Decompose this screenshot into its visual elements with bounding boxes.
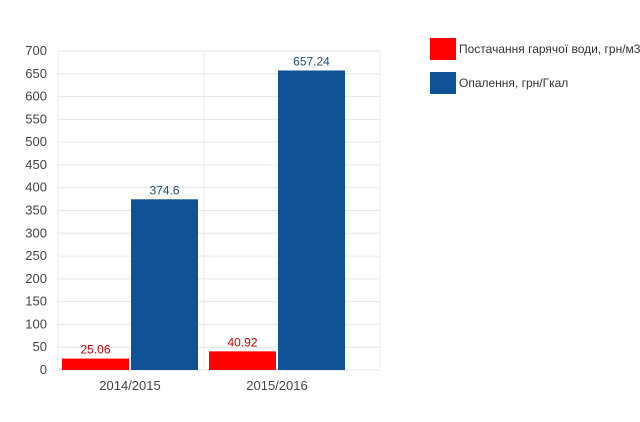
- x-tick-label: 2014/2015: [99, 378, 160, 393]
- y-tick-label: 550: [25, 111, 47, 126]
- y-tick-label: 250: [25, 248, 47, 263]
- y-axis-ticks: 0 50 100 150 200 250 300 350 400 450 500 550 600 650 7…: [25, 43, 47, 377]
- y-tick-label: 400: [25, 180, 47, 195]
- y-tick-label: 350: [25, 203, 47, 218]
- legend-label-heating: Опалення, грн/Гкал: [459, 76, 569, 90]
- y-tick-label: 500: [25, 134, 47, 149]
- y-tick-label: 200: [25, 271, 47, 286]
- legend-swatch-hot-water: [430, 38, 456, 60]
- y-tick-label: 650: [25, 66, 47, 81]
- data-label: 40.92: [227, 335, 257, 349]
- x-tick-label: 2015/2016: [246, 378, 307, 393]
- bar-hot-water-1: [209, 351, 276, 370]
- legend-item-hot-water: Постачання гарячої води, грн/м3: [430, 38, 640, 60]
- y-tick-label: 600: [25, 89, 47, 104]
- bar-heating-0: [131, 199, 198, 370]
- y-tick-label: 50: [33, 339, 47, 354]
- data-label: 25.06: [80, 343, 110, 357]
- data-label: 374.6: [149, 183, 179, 197]
- data-label: 657.24: [293, 54, 330, 68]
- data-labels: 25.06 40.92 374.6 657.24: [80, 54, 330, 356]
- legend-label-hot-water: Постачання гарячої води, грн/м3: [459, 42, 640, 56]
- y-tick-label: 450: [25, 157, 47, 172]
- bars: [62, 70, 345, 371]
- bar-heating-1: [278, 70, 345, 371]
- y-tick-label: 150: [25, 294, 47, 309]
- x-axis-ticks: 2014/2015 2015/2016: [99, 378, 307, 393]
- y-tick-label: 100: [25, 316, 47, 331]
- y-tick-label: 700: [25, 43, 47, 58]
- bar-hot-water-0: [62, 358, 129, 370]
- y-tick-label: 300: [25, 225, 47, 240]
- legend-swatch-heating: [430, 72, 456, 94]
- legend-item-heating: Опалення, грн/Гкал: [430, 72, 640, 94]
- y-tick-label: 0: [40, 362, 47, 377]
- legend: Постачання гарячої води, грн/м3 Опалення…: [430, 38, 640, 106]
